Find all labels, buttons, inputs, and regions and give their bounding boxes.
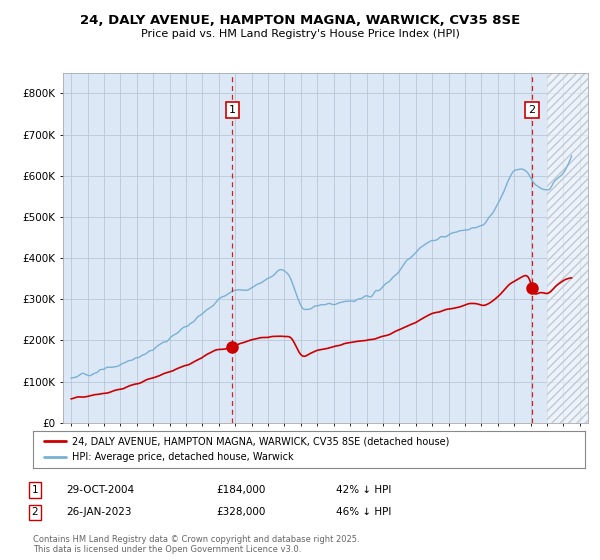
- Text: 24, DALY AVENUE, HAMPTON MAGNA, WARWICK, CV35 8SE: 24, DALY AVENUE, HAMPTON MAGNA, WARWICK,…: [80, 14, 520, 27]
- Text: £184,000: £184,000: [216, 485, 265, 495]
- Text: 1: 1: [229, 105, 236, 115]
- Text: 26-JAN-2023: 26-JAN-2023: [66, 507, 131, 517]
- Text: 29-OCT-2004: 29-OCT-2004: [66, 485, 134, 495]
- Text: £328,000: £328,000: [216, 507, 265, 517]
- Text: Price paid vs. HM Land Registry's House Price Index (HPI): Price paid vs. HM Land Registry's House …: [140, 29, 460, 39]
- Text: 42% ↓ HPI: 42% ↓ HPI: [336, 485, 391, 495]
- Text: 24, DALY AVENUE, HAMPTON MAGNA, WARWICK, CV35 8SE (detached house): 24, DALY AVENUE, HAMPTON MAGNA, WARWICK,…: [71, 436, 449, 446]
- Text: HPI: Average price, detached house, Warwick: HPI: Average price, detached house, Warw…: [71, 452, 293, 463]
- Bar: [547, 73, 588, 423]
- Text: 1: 1: [31, 485, 38, 495]
- Text: 46% ↓ HPI: 46% ↓ HPI: [336, 507, 391, 517]
- Text: 2: 2: [31, 507, 38, 517]
- Text: Contains HM Land Registry data © Crown copyright and database right 2025.
This d: Contains HM Land Registry data © Crown c…: [33, 535, 359, 554]
- Bar: [547, 73, 588, 423]
- Text: 2: 2: [529, 105, 535, 115]
